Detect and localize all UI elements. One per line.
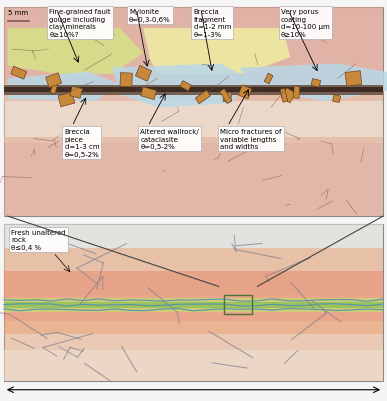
Text: Breccia
piece
d=1-3 cm
θ=0,5-2%: Breccia piece d=1-3 cm θ=0,5-2% xyxy=(65,129,99,157)
Bar xyxy=(4,88,383,93)
FancyBboxPatch shape xyxy=(264,74,273,85)
Text: Very porus
coating
d=10-100 μm
θ≥10%: Very porus coating d=10-100 μm θ≥10% xyxy=(281,9,329,37)
Bar xyxy=(224,296,252,314)
Bar xyxy=(4,298,383,312)
FancyBboxPatch shape xyxy=(11,67,27,80)
FancyBboxPatch shape xyxy=(223,93,231,103)
Polygon shape xyxy=(112,64,248,108)
FancyBboxPatch shape xyxy=(58,93,75,107)
FancyBboxPatch shape xyxy=(135,66,152,82)
Bar xyxy=(4,85,383,144)
FancyBboxPatch shape xyxy=(238,86,252,100)
FancyBboxPatch shape xyxy=(140,87,156,100)
FancyBboxPatch shape xyxy=(281,89,296,103)
Bar xyxy=(4,322,383,381)
Bar xyxy=(4,225,383,381)
FancyBboxPatch shape xyxy=(332,95,341,103)
Text: Mylonite
θ=0,3-0,6%: Mylonite θ=0,3-0,6% xyxy=(129,9,171,22)
FancyBboxPatch shape xyxy=(293,87,300,99)
Bar xyxy=(4,8,383,217)
FancyBboxPatch shape xyxy=(50,80,59,95)
FancyBboxPatch shape xyxy=(345,71,362,87)
Bar xyxy=(4,248,383,334)
Bar xyxy=(4,302,383,308)
FancyBboxPatch shape xyxy=(195,91,211,105)
Text: Micro fractures of
variable lengths
and widths: Micro fractures of variable lengths and … xyxy=(220,129,282,150)
Bar xyxy=(4,86,383,96)
Bar xyxy=(4,8,383,102)
Polygon shape xyxy=(8,29,143,75)
FancyBboxPatch shape xyxy=(180,81,191,92)
FancyBboxPatch shape xyxy=(70,87,82,99)
FancyBboxPatch shape xyxy=(311,79,321,88)
FancyBboxPatch shape xyxy=(46,74,62,89)
FancyBboxPatch shape xyxy=(280,89,288,103)
Text: Fresh unaltered
rock
θ≤0,4 %: Fresh unaltered rock θ≤0,4 % xyxy=(12,229,66,250)
Text: Breccia
fragment
d=1-2 mm
θ=1-3%: Breccia fragment d=1-2 mm θ=1-3% xyxy=(194,9,231,37)
Text: Altered wallrock/
cataclasite
θ=0,5-2%: Altered wallrock/ cataclasite θ=0,5-2% xyxy=(140,129,199,150)
Text: Fine-grained fault
gouge including
clay minerals
θ≥10%?: Fine-grained fault gouge including clay … xyxy=(50,9,111,37)
Bar xyxy=(4,225,383,295)
Bar xyxy=(4,350,383,381)
Text: 5 mm: 5 mm xyxy=(8,10,28,16)
FancyBboxPatch shape xyxy=(220,89,232,104)
FancyBboxPatch shape xyxy=(120,73,132,87)
Polygon shape xyxy=(240,64,387,102)
Bar xyxy=(4,137,383,217)
Polygon shape xyxy=(143,29,290,75)
Bar xyxy=(4,271,383,322)
Polygon shape xyxy=(8,73,120,102)
